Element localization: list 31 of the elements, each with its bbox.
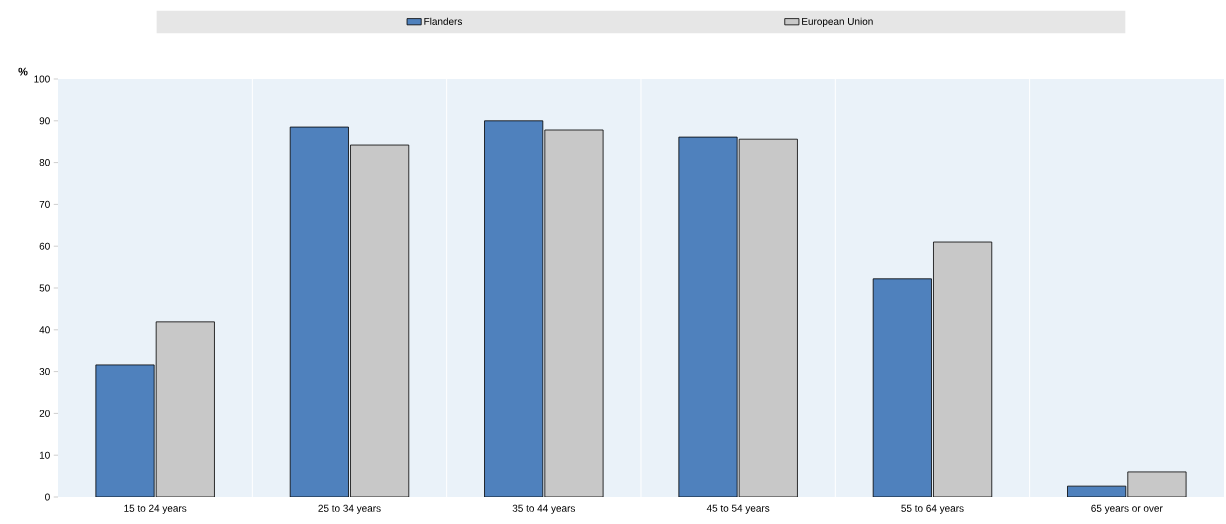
x-tick-label: 15 to 24 years	[124, 504, 187, 514]
x-tick-label: 55 to 64 years	[901, 504, 964, 514]
bar	[872, 278, 932, 497]
bar	[289, 126, 349, 497]
y-tick-label: 10	[39, 451, 50, 459]
bar	[155, 321, 215, 497]
bar	[350, 144, 410, 497]
bar	[544, 129, 604, 497]
x-tick-label: 35 to 44 years	[512, 504, 576, 514]
y-tick-label: 70	[39, 200, 50, 208]
bar	[678, 136, 738, 497]
y-tick-label: 30	[39, 368, 50, 376]
bar	[1127, 471, 1187, 497]
x-tick-label: 25 to 34 years	[318, 504, 381, 514]
y-tick-label: 40	[39, 326, 50, 334]
legend-label: Flanders	[424, 17, 462, 25]
bar	[484, 120, 543, 497]
y-tick-label: 0	[45, 493, 50, 501]
x-tick-label: 65 years or over	[1091, 504, 1163, 514]
x-tick-label: 45 to 54 years	[706, 504, 770, 514]
bar	[738, 138, 798, 497]
y-tick-label: 60	[39, 242, 50, 250]
bar	[933, 241, 993, 497]
legend-label: European Union	[802, 17, 873, 27]
y-tick-label: 20	[39, 409, 50, 417]
y-tick-label: 50	[39, 284, 50, 292]
y-axis-title: %	[18, 67, 28, 76]
y-tick-label: 90	[39, 117, 50, 125]
y-tick-label: 80	[39, 159, 50, 167]
bar	[95, 364, 155, 497]
y-tick-label: 100	[34, 75, 50, 83]
